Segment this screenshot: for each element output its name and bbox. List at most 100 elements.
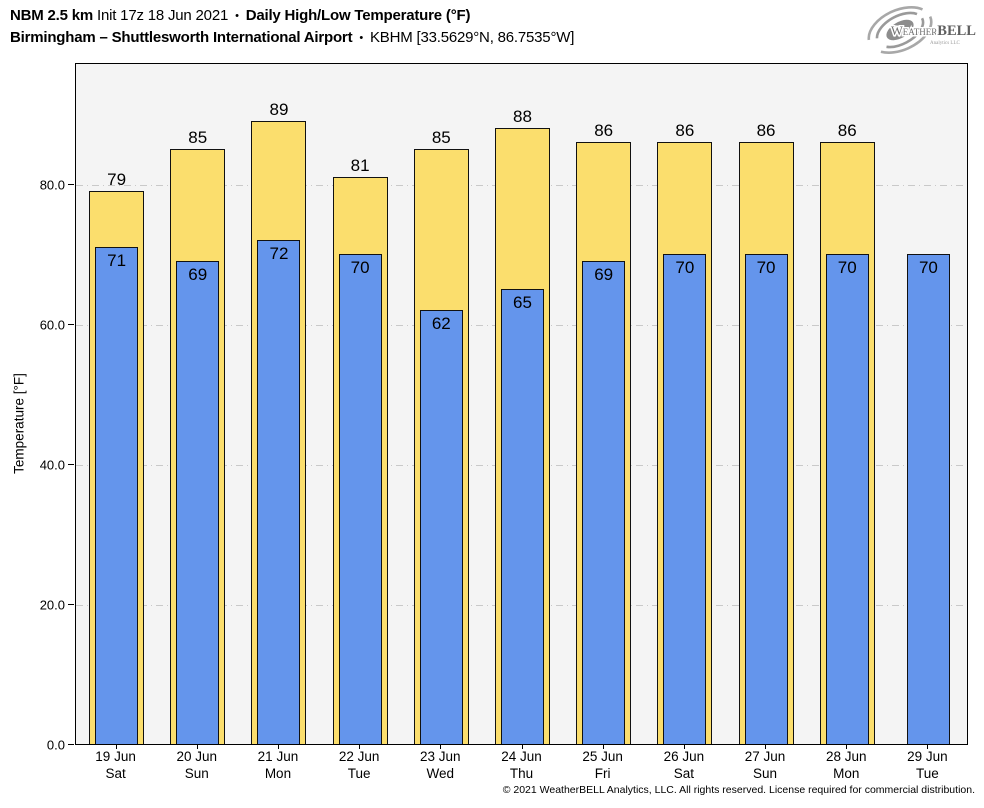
date-text: 24 Jun [501,749,542,764]
x-tick-mark [602,745,604,749]
date-text: 27 Jun [744,749,786,764]
weekday-text: Thu [509,765,534,781]
low-value-label: 70 [837,258,857,277]
y-tick-label: 0.0 [46,737,65,753]
low-value-label: 70 [350,258,370,277]
x-axis-date-label: 24 Jun Thu [480,749,564,782]
y-tick-label: 20.0 [39,597,65,613]
x-axis-date-label: 25 Jun Fri [561,749,645,782]
copyright-notice: © 2021 WeatherBELL Analytics, LLC. All r… [502,784,975,796]
y-tick-mark [68,604,74,605]
model-name: NBM 2.5 km [10,7,94,24]
x-axis-date-label: 29 Jun Tue [885,749,969,782]
weekday-text: Mon [833,765,860,781]
x-tick-mark [927,745,929,749]
low-value-label: 65 [513,293,532,312]
y-tick-mark [68,324,74,325]
low-value-label: 70 [675,258,695,277]
x-axis-date-label: 19 Jun Sat [74,749,158,782]
weekday-text: Mon [264,765,292,781]
low-value-label: 69 [594,265,614,284]
logo-text-analytics: Analytics LLC [930,41,961,46]
low-value-label: 70 [756,258,776,277]
x-axis-date-label: 28 Jun Mon [804,749,888,782]
chart-title: NBM 2.5 km Init 17z 18 Jun 2021 • Daily … [10,7,470,24]
x-axis-date-label: 20 Jun Sun [155,749,239,782]
date-text: 22 Jun [338,749,380,764]
y-tick-mark [68,744,74,745]
weekday-text: Sat [673,765,694,781]
weekday-text: Wed [426,765,455,781]
chart-subtitle: Birmingham – Shuttlesworth International… [10,29,574,46]
x-axis-date-label: 23 Jun Wed [398,749,482,782]
low-bar: 69 [176,261,220,744]
x-axis-date-label: 26 Jun Sat [642,749,726,782]
station-name: Birmingham – Shuttlesworth International… [10,29,353,46]
x-tick-mark [440,745,442,749]
x-tick-mark [683,745,685,749]
high-value-label: 79 [107,170,127,189]
y-tick-label: 40.0 [39,457,65,473]
high-value-label: 88 [513,107,532,126]
x-axis-date-label: 22 Jun Tue [317,749,401,782]
low-value-label: 71 [107,251,127,270]
low-bar: 70 [825,254,869,744]
high-value-label: 89 [269,100,289,119]
low-bar: 70 [338,254,382,744]
weekday-text: Sun [753,765,778,781]
low-value-label: 62 [431,314,451,333]
high-value-label: 85 [188,128,208,147]
date-text: 23 Jun [420,749,461,764]
low-bar: 70 [663,254,707,744]
high-value-label: 81 [350,156,370,175]
low-bar: 69 [582,261,626,744]
low-bar: 71 [95,247,139,744]
date-text: 20 Jun [176,749,218,764]
weatherbell-logo: WeatherBELL Analytics LLC [864,2,978,65]
weekday-text: Tue [347,765,371,781]
high-value-label: 86 [837,121,857,140]
date-text: 26 Jun [663,749,705,764]
low-value-label: 69 [188,265,208,284]
date-text: 28 Jun [825,749,867,764]
low-value-label: 70 [918,258,938,277]
high-value-label: 85 [431,128,451,147]
x-tick-mark [277,745,279,749]
x-tick-mark [115,745,117,749]
x-axis-date-label: 27 Jun Sun [723,749,807,782]
x-tick-mark [196,745,198,749]
weekday-text: Sat [105,765,126,781]
date-text: 29 Jun [907,749,948,764]
bullet-separator: • [359,32,363,44]
y-tick-label: 60.0 [39,317,65,333]
init-time: Init 17z 18 Jun 2021 [97,7,229,24]
weekday-text: Tue [916,765,939,781]
x-tick-mark [521,745,523,749]
x-tick-mark [846,745,848,749]
bullet-separator: • [235,10,239,22]
low-bar: 70 [906,254,950,744]
x-tick-mark [359,745,361,749]
low-bar: 72 [257,240,301,744]
low-value-label: 72 [269,244,289,263]
logo-text-weather: Weather [891,24,937,38]
weekday-text: Sun [184,765,209,781]
y-axis-label: Temperature [°F] [11,373,27,474]
station-id: KBHM [33.5629°N, 86.7535°W] [369,29,575,46]
high-value-label: 86 [594,121,614,140]
date-text: 21 Jun [257,749,299,764]
product-name: Daily High/Low Temperature (°F) [245,7,471,24]
plot-area: 79 71 85 69 89 72 81 70 85 62 88 65 86 69 86 70 86 70 86 70… [75,63,968,745]
date-text: 19 Jun [95,749,136,764]
y-tick-mark [68,184,74,185]
y-tick-mark [68,464,74,465]
logo-text-bell: BELL [937,23,976,39]
hurricane-swirl-icon: WeatherBELL Analytics LLC [867,6,978,54]
high-value-label: 86 [675,121,695,140]
y-tick-label: 80.0 [39,177,65,193]
x-tick-mark [765,745,767,749]
high-value-label: 86 [756,121,776,140]
low-bar: 62 [419,310,463,744]
x-axis-date-label: 21 Jun Mon [236,749,320,782]
